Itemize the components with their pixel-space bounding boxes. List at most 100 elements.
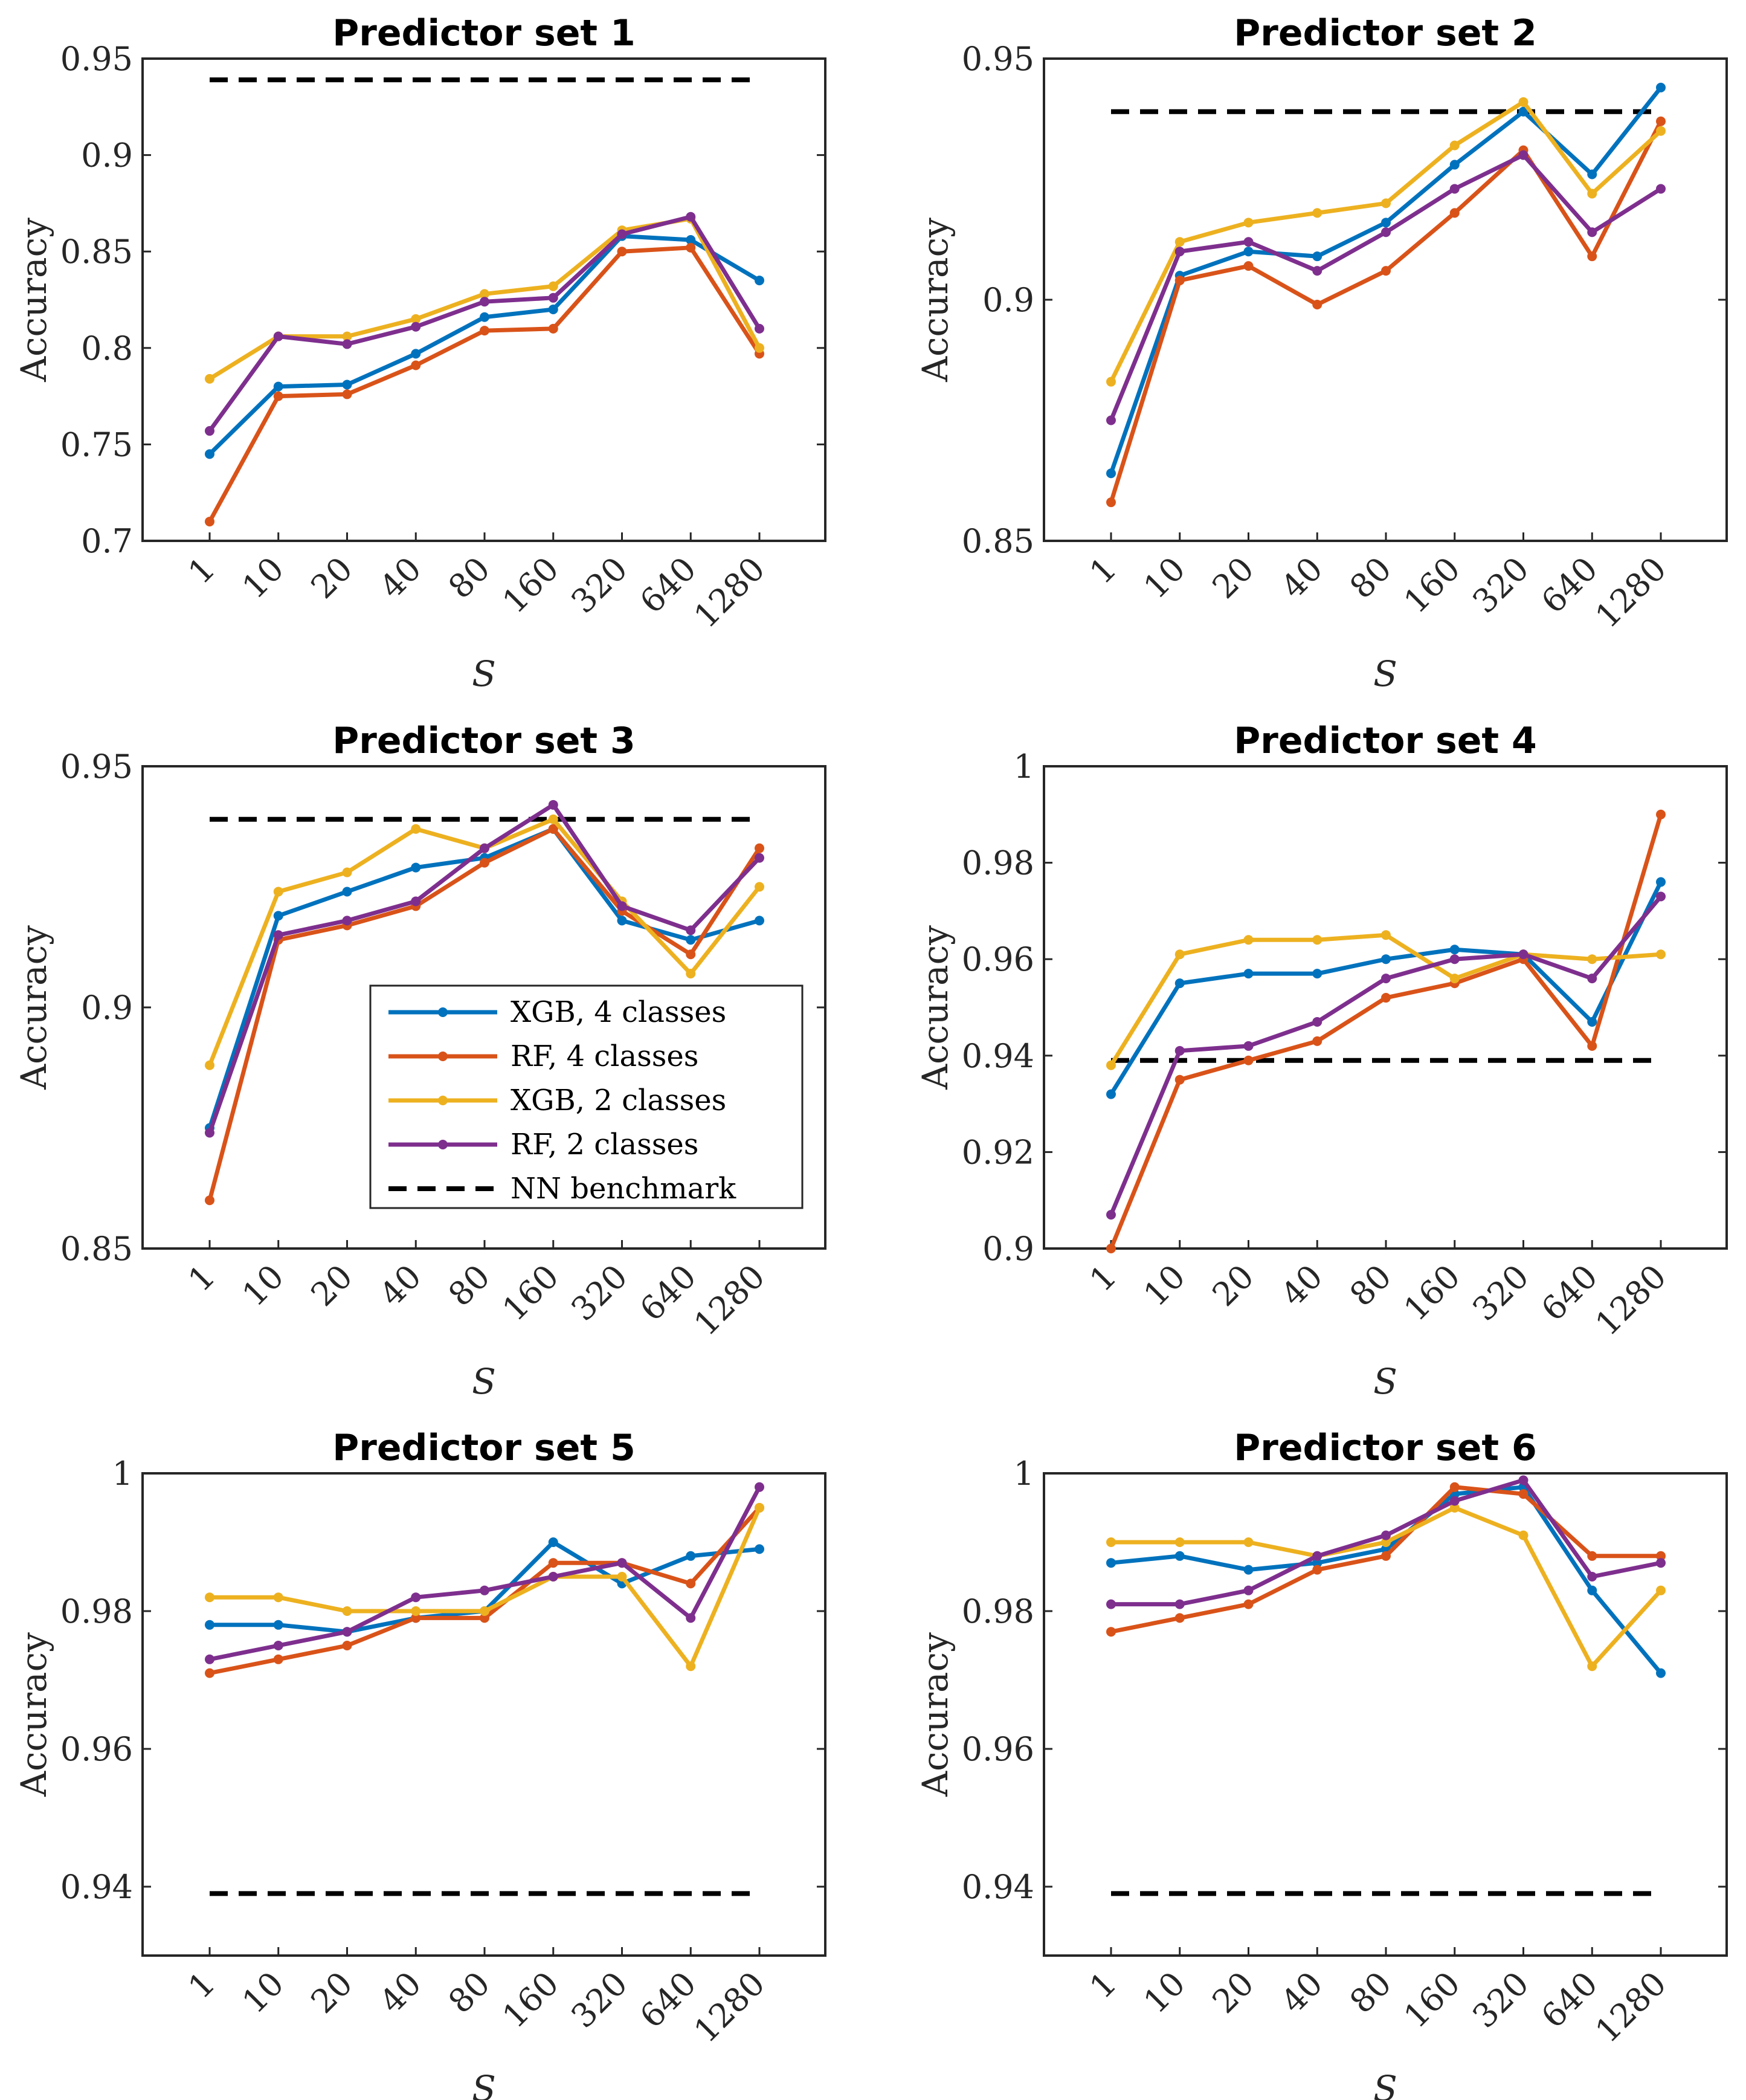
legend-entry-label: RF, 4 classes [511, 1039, 698, 1073]
data-point [1174, 1551, 1185, 1561]
data-point [617, 901, 627, 911]
data-point [342, 331, 352, 341]
x-tick-label: 1 [181, 550, 222, 592]
data-point [480, 858, 489, 868]
y-tick-label: 0.7 [81, 522, 133, 560]
data-point [1243, 1055, 1254, 1065]
data-point [1518, 97, 1529, 107]
data-point [342, 380, 352, 390]
x-tick-label: 320 [564, 1965, 634, 2035]
chart-title: Predictor set 5 [332, 1427, 635, 1469]
data-point [411, 1592, 421, 1603]
x-tick-label: 80 [1342, 1965, 1399, 2021]
y-tick-label: 0.9 [81, 137, 133, 175]
data-point [342, 887, 352, 897]
data-point [1587, 974, 1597, 984]
data-point [548, 800, 558, 810]
x-tick-label: 320 [1465, 1258, 1536, 1328]
y-tick-label: 0.85 [60, 1230, 133, 1268]
legend-entry-label: XGB, 2 classes [511, 1084, 726, 1117]
data-point [1587, 1585, 1597, 1595]
legend-entry-label: RF, 2 classes [511, 1128, 698, 1161]
data-point [755, 1503, 764, 1513]
y-tick-label: 0.85 [60, 233, 133, 271]
data-point [1656, 1551, 1666, 1561]
data-point [755, 916, 764, 926]
data-point [1381, 218, 1391, 228]
data-point [1449, 1496, 1460, 1506]
data-point [205, 517, 214, 527]
x-tick-label: 40 [1274, 550, 1330, 606]
data-point [273, 911, 283, 921]
data-point [686, 235, 696, 245]
data-point [548, 1537, 558, 1547]
data-point [342, 1641, 352, 1650]
data-point [1174, 978, 1185, 989]
data-point [1587, 954, 1597, 964]
data-point [1381, 1530, 1391, 1540]
data-point [342, 916, 352, 926]
y-axis-label: Accuracy [915, 218, 956, 383]
x-tick-label: 20 [304, 1965, 360, 2021]
data-point [1174, 1045, 1185, 1056]
data-point [1449, 945, 1460, 955]
data-point [548, 814, 558, 824]
data-point [1656, 82, 1666, 92]
data-point [617, 229, 627, 239]
data-point [1587, 1016, 1597, 1027]
x-tick-label: 160 [495, 1258, 566, 1328]
data-point [1243, 1565, 1254, 1575]
x-tick-label: 1 [181, 1965, 222, 2006]
y-tick-label: 1 [1014, 748, 1034, 786]
legend: XGB, 4 classes RF, 4 classes XGB, 2 classe… [369, 984, 804, 1209]
data-point [1518, 1530, 1529, 1540]
data-point [205, 1195, 214, 1206]
data-point [342, 1606, 352, 1616]
data-point [1381, 954, 1391, 964]
data-point [1243, 261, 1254, 271]
x-tick-label: 320 [564, 550, 634, 621]
data-point [205, 373, 214, 384]
data-point [273, 1620, 283, 1630]
x-tick-label: 160 [1397, 1258, 1467, 1328]
data-point [1106, 468, 1116, 479]
data-point [273, 930, 283, 940]
y-tick-label: 0.96 [60, 1730, 133, 1768]
data-point [342, 867, 352, 877]
y-tick-label: 0.9 [982, 1230, 1034, 1268]
x-tick-label: 1280 [1588, 550, 1674, 636]
y-tick-label: 1 [112, 1455, 133, 1493]
y-tick-label: 0.95 [60, 40, 133, 78]
data-point [1449, 208, 1460, 218]
data-point [411, 862, 421, 873]
legend-marker [438, 1096, 448, 1105]
data-point [1174, 237, 1185, 247]
data-point [1449, 160, 1460, 170]
chart-panel-1: Predictor set 1 0.7 0.75 0.8 0.85 0.9 0.95 1 10 2… [13, 12, 826, 694]
data-point [1587, 251, 1597, 262]
data-point [480, 843, 489, 853]
legend-marker [438, 1140, 448, 1149]
data-point [480, 326, 489, 336]
x-tick-label: 1 [181, 1258, 222, 1299]
data-point [1656, 1585, 1666, 1595]
data-point [686, 935, 696, 945]
x-tick-label: 320 [564, 1258, 634, 1328]
data-point [686, 242, 696, 253]
y-axis-label: Accuracy [915, 925, 956, 1090]
data-point [480, 297, 489, 307]
data-point [1449, 974, 1460, 984]
data-point [548, 824, 558, 834]
data-point [1312, 208, 1322, 218]
y-tick-label: 0.98 [60, 1592, 133, 1630]
x-tick-label: 320 [1465, 550, 1536, 621]
data-point [480, 1606, 489, 1616]
data-point [617, 1558, 627, 1568]
y-axis-label: Accuracy [13, 1632, 54, 1797]
legend-marker [438, 1007, 448, 1017]
data-point [1243, 247, 1254, 257]
data-point [755, 853, 764, 863]
y-tick-label: 0.9 [81, 989, 133, 1027]
y-axis-label: Accuracy [13, 218, 54, 383]
